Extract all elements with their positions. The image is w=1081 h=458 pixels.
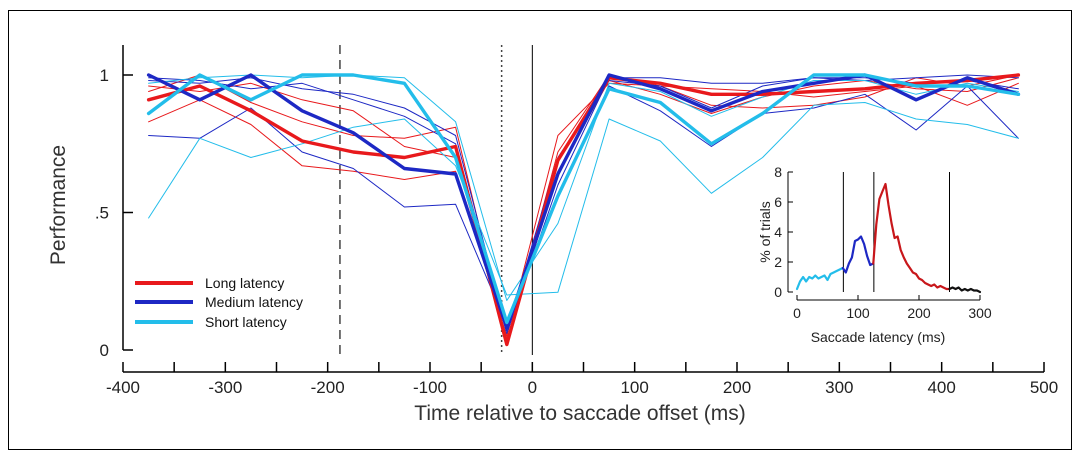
inset-series-line-1 — [841, 235, 875, 274]
main-x-axis-title: Time relative to saccade offset (ms) — [414, 402, 745, 425]
main-series-group — [146, 73, 1021, 347]
main-x-tick-label: 300 — [825, 378, 853, 397]
inset-x-tick-label: 300 — [968, 305, 992, 321]
main-series-line-short-latency — [146, 73, 1021, 325]
inset-x-tick-label: 100 — [846, 305, 870, 321]
main-series-line-medium-latency — [146, 73, 1021, 330]
main-x-tick-label: -400 — [106, 378, 140, 397]
main-x-tick-label: -200 — [311, 378, 345, 397]
inset-series-line-3 — [948, 286, 982, 294]
main-axes: 0.51-400 -300 -200 -100 0 100 200 300 400 500 — [95, 45, 1058, 397]
main-x-tick-label: 500 — [1030, 378, 1058, 397]
main-y-tick-label: 0 — [100, 341, 109, 360]
inset-x-tick-label: 0 — [793, 305, 801, 321]
main-x-tick-label: 400 — [927, 378, 955, 397]
main-series-line-subject-6 — [148, 102, 1019, 296]
inset-series-group — [795, 182, 982, 294]
main-x-tick-label: 200 — [723, 378, 751, 397]
main-series-line-subject-1 — [148, 74, 1019, 343]
main-y-tick-label: .5 — [95, 204, 109, 223]
main-x-tick-label: 0 — [528, 378, 537, 397]
inset-x-axis-title: Saccade latency (ms) — [811, 329, 946, 345]
inset-y-tick-label: 4 — [774, 224, 782, 240]
main-series-line-subject-0 — [148, 82, 1019, 337]
main-y-tick-label: 1 — [100, 66, 109, 85]
legend-label-medium: Medium latency — [205, 294, 303, 310]
inset-series-line-0 — [795, 266, 844, 291]
inset-y-tick-label: 8 — [774, 164, 782, 180]
main-series-line-long-latency — [146, 73, 1021, 347]
inset-series-line-2 — [872, 182, 951, 291]
main-x-tick-label: -100 — [413, 378, 447, 397]
inset-axes: 0 2 4 6 8 0 100 200 300 — [774, 164, 992, 321]
main-y-axis-title: Performance — [47, 145, 70, 265]
legend: Long latency Medium latency Short latenc… — [135, 275, 303, 330]
main-vertical-lines — [339, 45, 533, 355]
inset-y-tick-label: 0 — [774, 284, 782, 300]
legend-label-long: Long latency — [205, 275, 284, 291]
inset-x-tick-label: 200 — [907, 305, 931, 321]
main-x-tick-label: 100 — [620, 378, 648, 397]
main-x-tick-label: -300 — [208, 378, 242, 397]
inset-vertical-lines — [842, 172, 950, 292]
legend-label-short: Short latency — [205, 314, 287, 330]
inset-y-tick-label: 6 — [774, 194, 782, 210]
inset-y-axis-title: % of trials — [757, 201, 773, 262]
inset-y-tick-label: 2 — [774, 254, 782, 270]
